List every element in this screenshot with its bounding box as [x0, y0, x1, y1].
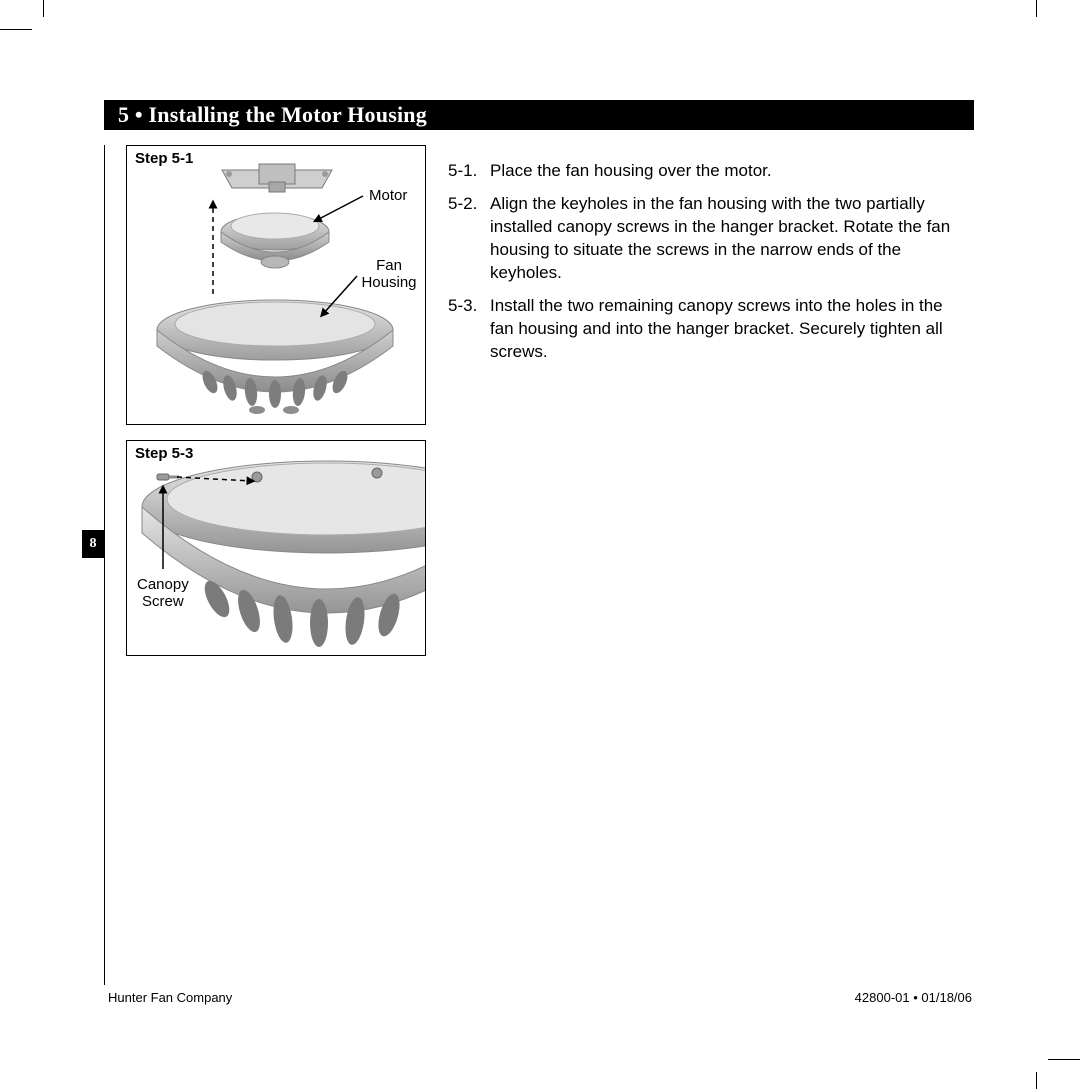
step-number: 5-2. — [448, 193, 490, 285]
label-fan-housing: Fan Housing — [353, 258, 425, 291]
step-text: Align the keyholes in the fan housing wi… — [490, 193, 968, 285]
figure-5-3-illustration — [127, 441, 426, 656]
label-line-1: Canopy — [137, 576, 189, 593]
crop-mark — [1036, 1072, 1037, 1089]
label-line-2: Screw — [142, 593, 184, 610]
section-title-bar: 5 • Installing the Motor Housing — [104, 100, 974, 130]
figure-caption: Step 5-3 — [135, 445, 193, 462]
figure-caption: Step 5-1 — [135, 150, 193, 167]
crop-mark — [0, 29, 32, 30]
step-text: Install the two remaining canopy screws … — [490, 295, 968, 364]
crop-mark — [43, 0, 44, 17]
crop-mark — [1036, 0, 1037, 17]
instruction-item: 5-3. Install the two remaining canopy sc… — [448, 295, 968, 364]
step-number: 5-3. — [448, 295, 490, 364]
page-number: 8 — [90, 536, 97, 552]
step-number: 5-1. — [448, 160, 490, 183]
figure-step-5-1: Step 5-1 — [126, 145, 426, 425]
label-canopy-screw: Canopy Screw — [137, 577, 189, 610]
instruction-item: 5-1. Place the fan housing over the moto… — [448, 160, 968, 183]
footer-docinfo: 42800-01 • 01/18/06 — [855, 990, 972, 1005]
figure-step-5-3: Step 5-3 — [126, 440, 426, 656]
instruction-item: 5-2. Align the keyholes in the fan housi… — [448, 193, 968, 285]
label-motor: Motor — [369, 188, 407, 205]
step-text: Place the fan housing over the motor. — [490, 160, 968, 183]
manual-page: 5 • Installing the Motor Housing 8 Step … — [0, 0, 1080, 1089]
page-number-tab: 8 — [82, 530, 104, 558]
section-title: 5 • Installing the Motor Housing — [118, 102, 427, 128]
crop-mark — [1048, 1059, 1080, 1060]
footer-company: Hunter Fan Company — [108, 990, 232, 1005]
vertical-rule — [104, 145, 105, 985]
instruction-list: 5-1. Place the fan housing over the moto… — [448, 160, 968, 374]
